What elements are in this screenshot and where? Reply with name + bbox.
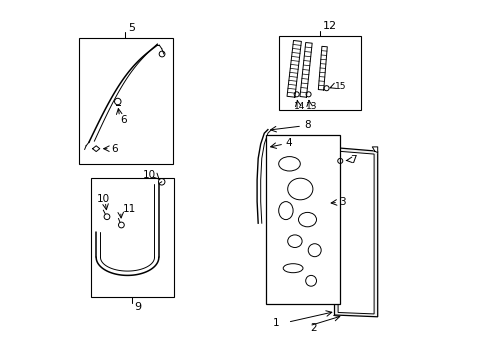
Polygon shape [334,148,377,317]
Text: 6: 6 [111,144,118,154]
Text: 1: 1 [273,318,279,328]
Polygon shape [318,46,326,90]
Bar [91,178,174,297]
Text: 14: 14 [293,102,305,111]
Text: 7: 7 [349,155,356,165]
Text: 10: 10 [97,194,110,204]
Text: 9: 9 [134,302,142,312]
Bar [265,135,339,304]
Text: 5: 5 [128,23,135,33]
Polygon shape [337,151,373,314]
Text: 8: 8 [303,120,310,130]
Polygon shape [286,40,301,97]
Text: 4: 4 [285,138,291,148]
Text: 2: 2 [310,323,316,333]
Text: 6: 6 [120,114,126,125]
Polygon shape [371,147,377,153]
Bar [79,38,172,164]
Bar [278,36,361,110]
Text: 3: 3 [339,197,345,207]
Text: 15: 15 [334,82,346,91]
Text: 13: 13 [306,102,317,111]
Polygon shape [299,42,311,97]
Text: 11: 11 [122,204,136,214]
Text: 10: 10 [142,170,155,180]
Text: 12: 12 [322,21,336,31]
